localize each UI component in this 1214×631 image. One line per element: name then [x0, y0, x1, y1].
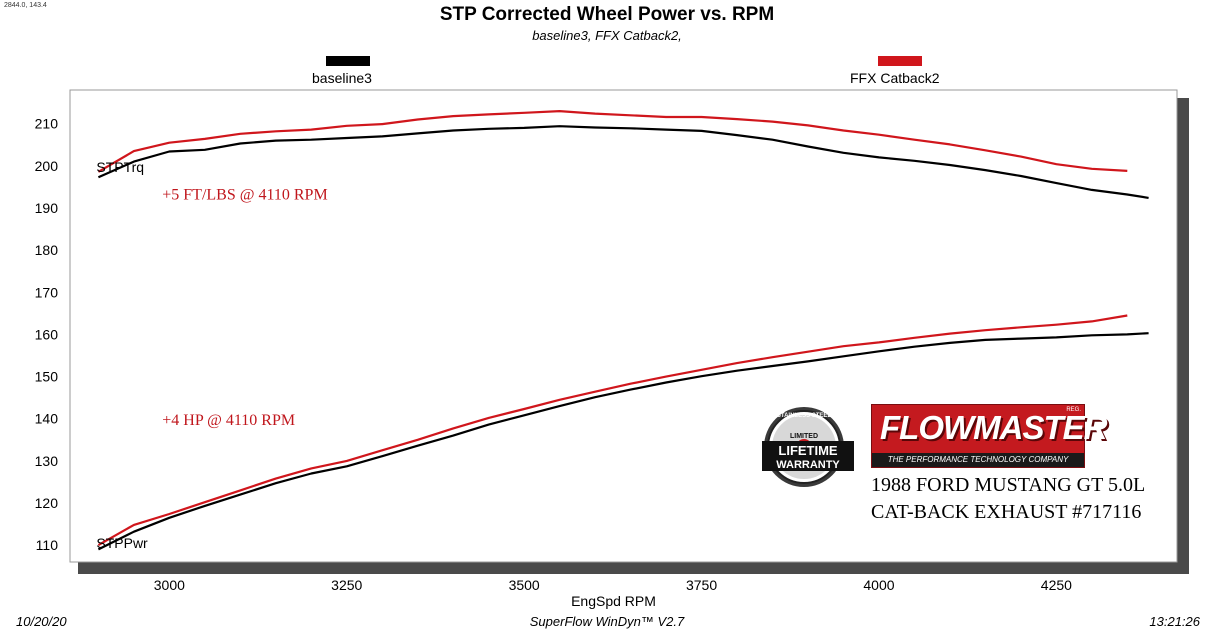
legend-swatch-baseline3: [326, 56, 370, 66]
flowmaster-logo: FLOWMASTER REG. THE PERFORMANCE TECHNOLO…: [871, 404, 1107, 468]
cursor-coordinate-readout: 2844.0, 143.4: [4, 2, 47, 9]
y-tick-label: 140: [35, 411, 59, 427]
x-tick-label: 4000: [863, 577, 894, 593]
annotation-power-gain: +4 HP @ 4110 RPM: [162, 412, 295, 429]
curve-label-power: STPPwr: [96, 535, 148, 551]
x-tick-label: 3500: [509, 577, 540, 593]
series-line-ffx-catback2-stptrq: [97, 109, 1128, 173]
chart-subtitle: baseline3, FFX Catback2,: [532, 28, 682, 43]
flowmaster-registered-mark: REG.: [1066, 407, 1081, 413]
badge-top-arc: STAINLESS STEEL: [777, 413, 832, 419]
series-line-ffx-catback2-stppwr: [97, 314, 1128, 547]
y-tick-label: 160: [35, 326, 59, 342]
series-line-baseline3-stptrq: [97, 125, 1149, 199]
legend-label-baseline3: baseline3: [312, 70, 372, 86]
vehicle-line: 1988 FORD MUSTANG GT 5.0L: [871, 474, 1146, 496]
y-tick-label: 180: [35, 242, 59, 258]
vehicle-description: 1988 FORD MUSTANG GT 5.0L CAT-BACK EXHAU…: [871, 472, 1145, 526]
x-tick-label: 3750: [686, 577, 717, 593]
x-tick-label: 3250: [331, 577, 362, 593]
legend-swatch-catback2: [878, 56, 922, 66]
y-tick-label: 170: [35, 284, 59, 300]
badge-middle: LIMITED: [790, 433, 818, 440]
y-tick-label: 130: [35, 453, 59, 469]
footer-date: 10/20/20: [16, 614, 67, 629]
annotation-torque-gain: +5 FT/LBS @ 4110 RPM: [162, 187, 327, 204]
part-line: CAT-BACK EXHAUST #717116: [871, 501, 1142, 523]
badge-line1: LIFETIME: [778, 443, 838, 458]
plot-frame-shadow-right: [1177, 98, 1189, 574]
plot-area: [69, 89, 1178, 563]
flowmaster-wordmark: FLOWMASTER: [880, 409, 1107, 446]
y-tick-label: 110: [36, 537, 59, 553]
warranty-seal-icon: LIFETIME WARRANTY LIMITED STAINLESS STEE…: [762, 407, 854, 487]
footer-time: 13:21:26: [1149, 614, 1200, 629]
chart-title: STP Corrected Wheel Power vs. RPM: [439, 4, 775, 25]
x-tick-label: 3000: [154, 577, 185, 593]
x-axis-label: EngSpd RPM: [571, 593, 656, 609]
y-tick-label: 210: [35, 116, 59, 132]
plot-frame-shadow-bottom: [78, 562, 1189, 574]
lifetime-warranty-badge: LIFETIME WARRANTY LIMITED STAINLESS STEE…: [760, 405, 856, 489]
curve-label-torque: STPTrq: [96, 159, 144, 175]
y-tick-label: 120: [35, 495, 59, 511]
flowmaster-tagline: THE PERFORMANCE TECHNOLOGY COMPANY: [872, 453, 1084, 467]
badge-line2: WARRANTY: [776, 459, 840, 471]
y-tick-label: 190: [35, 200, 59, 216]
series-line-baseline3-stppwr: [97, 332, 1149, 551]
legend-label-catback2: FFX Catback2: [850, 70, 940, 86]
footer-software: SuperFlow WinDyn™ V2.7: [529, 614, 685, 629]
x-tick-label: 4250: [1041, 577, 1072, 593]
y-tick-label: 150: [35, 369, 59, 385]
y-tick-label: 200: [35, 158, 59, 174]
